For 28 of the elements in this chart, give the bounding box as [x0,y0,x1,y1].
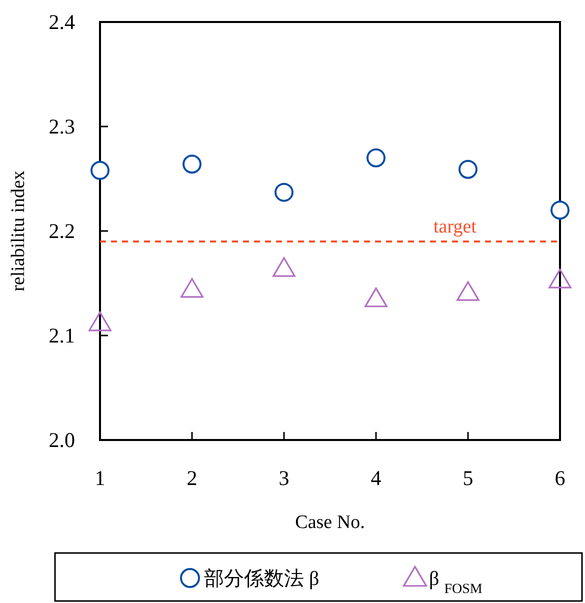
point [550,200,570,220]
x-tick-label: 5 [462,466,474,490]
point [180,278,204,298]
legend-label: β $_{FOSM}$ [429,568,483,596]
point [548,268,572,288]
y-tick-label: 2.4 [48,10,76,34]
y-tick-label: 2.3 [48,114,75,138]
y-tick-label: 2.1 [48,324,75,348]
x-tick-label: 1 [94,466,106,490]
x-tick-label: 2 [186,466,198,490]
x-axis-title: Case No. [295,512,365,533]
legend-label: 部分係数法 β [204,568,320,590]
point [458,160,478,179]
x-tick-label: 3 [278,466,290,490]
point [90,160,110,180]
point [456,281,480,301]
point [364,288,388,308]
ref-line-label: target [434,216,478,238]
y-tick-label: 2.0 [48,428,75,452]
point [182,154,202,174]
x-tick-label: 4 [370,466,382,490]
point [274,182,294,202]
y-tick-label: 2.2 [48,219,75,243]
y-axis-title: reliabilitu index [8,170,29,292]
x-tick-label: 6 [554,466,566,490]
point [366,148,386,168]
point [272,257,296,277]
point [88,312,112,332]
